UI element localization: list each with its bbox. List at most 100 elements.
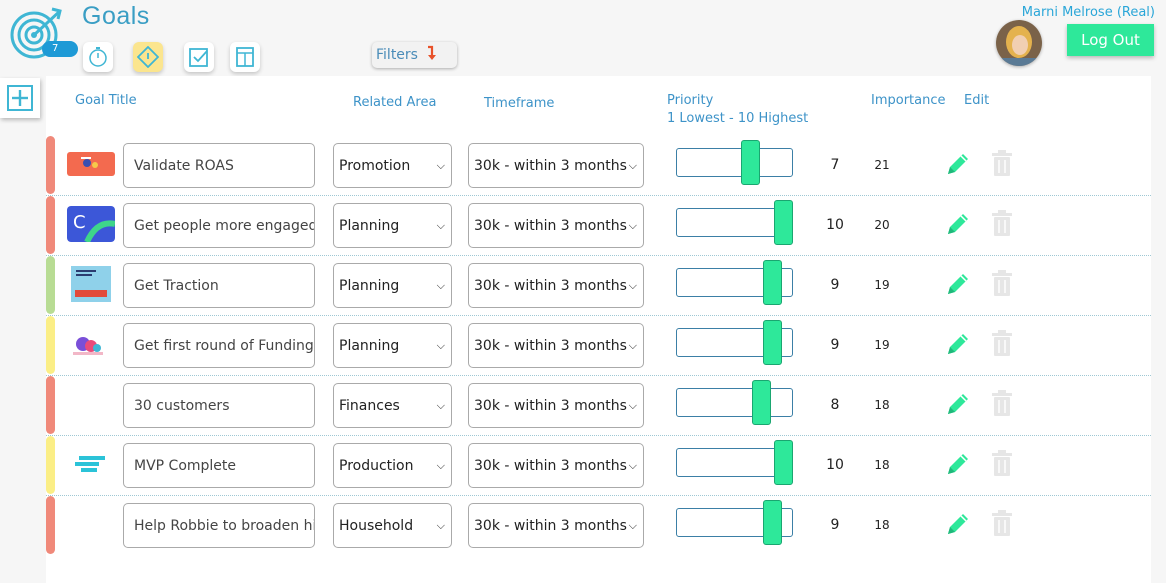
edit-goal-button[interactable] bbox=[944, 510, 972, 538]
timeframe-value: 30k - within 3 months bbox=[474, 457, 627, 474]
priority-slider[interactable] bbox=[676, 380, 793, 425]
priority-slider[interactable] bbox=[676, 440, 793, 485]
priority-slider[interactable] bbox=[676, 200, 793, 245]
delete-goal-button[interactable] bbox=[990, 269, 1014, 297]
priority-slider-handle[interactable] bbox=[741, 140, 760, 185]
importance-value: 20 bbox=[874, 218, 890, 232]
timeframe-value: 30k - within 3 months bbox=[474, 517, 627, 534]
goal-count-badge: 7 bbox=[42, 41, 78, 57]
category-color-bar bbox=[46, 256, 55, 314]
timeframe-select[interactable]: 30k - within 3 months ⌵ bbox=[468, 143, 644, 188]
chevron-down-icon: ⌵ bbox=[628, 398, 637, 412]
related-area-value: Planning bbox=[339, 217, 400, 234]
funding-image bbox=[67, 326, 115, 362]
goal-title-input[interactable]: Get people more engaged bbox=[123, 203, 315, 248]
priority-slider[interactable] bbox=[676, 500, 793, 545]
priority-slider[interactable] bbox=[676, 140, 793, 185]
edit-goal-button[interactable] bbox=[944, 450, 972, 478]
priority-slider-handle[interactable] bbox=[763, 260, 782, 305]
delete-goal-button[interactable] bbox=[990, 329, 1014, 357]
promo-image bbox=[67, 146, 115, 182]
toolbar-timer-button[interactable] bbox=[83, 42, 113, 72]
priority-slider-handle[interactable] bbox=[752, 380, 771, 425]
delete-goal-button[interactable] bbox=[990, 509, 1014, 537]
importance-value: 21 bbox=[874, 158, 890, 172]
goal-title-value: Get people more engaged bbox=[134, 217, 315, 234]
edit-goal-button[interactable] bbox=[944, 390, 972, 418]
add-goal-button[interactable] bbox=[0, 78, 40, 118]
delete-goal-button[interactable] bbox=[990, 449, 1014, 477]
goal-title-input[interactable]: 30 customers bbox=[123, 383, 315, 428]
priority-value: 9 bbox=[830, 337, 840, 353]
filters-button[interactable]: Filters bbox=[372, 42, 457, 68]
related-area-value: Production bbox=[339, 457, 414, 474]
trash-icon bbox=[992, 510, 1012, 536]
timeframe-select[interactable]: 30k - within 3 months ⌵ bbox=[468, 443, 644, 488]
traction-book-image bbox=[67, 266, 115, 302]
column-priority-hint: 1 Lowest - 10 Highest bbox=[667, 111, 809, 126]
toolbar-notes-button[interactable] bbox=[230, 42, 260, 72]
goal-title-input[interactable]: Validate ROAS bbox=[123, 143, 315, 188]
pencil-icon bbox=[948, 154, 968, 174]
related-area-select[interactable]: Household ⌵ bbox=[333, 503, 452, 548]
priority-value: 7 bbox=[830, 157, 840, 173]
timeframe-select[interactable]: 30k - within 3 months ⌵ bbox=[468, 263, 644, 308]
priority-slider[interactable] bbox=[676, 320, 793, 365]
timeframe-select[interactable]: 30k - within 3 months ⌵ bbox=[468, 503, 644, 548]
goal-title-input[interactable]: Help Robbie to broaden hi: bbox=[123, 503, 315, 548]
chevron-down-icon: ⌵ bbox=[628, 518, 637, 532]
user-name[interactable]: Marni Melrose (Real) bbox=[1021, 5, 1155, 20]
app-logo bbox=[10, 5, 66, 61]
goal-title-input[interactable]: Get Traction bbox=[123, 263, 315, 308]
pencil-icon bbox=[948, 394, 968, 414]
priority-slider-handle[interactable] bbox=[763, 500, 782, 545]
related-area-select[interactable]: Planning ⌵ bbox=[333, 203, 452, 248]
category-color-bar bbox=[46, 496, 55, 554]
filters-label: Filters bbox=[376, 47, 418, 63]
stopwatch-icon bbox=[89, 47, 107, 67]
avatar[interactable] bbox=[996, 20, 1042, 66]
column-related-area: Related Area bbox=[353, 95, 437, 110]
priority-slider[interactable] bbox=[676, 260, 793, 305]
timeframe-select[interactable]: 30k - within 3 months ⌵ bbox=[468, 203, 644, 248]
goal-thumbnail bbox=[67, 386, 115, 422]
edit-goal-button[interactable] bbox=[944, 150, 972, 178]
trash-icon bbox=[992, 270, 1012, 296]
page-title: Goals bbox=[82, 2, 150, 30]
delete-goal-button[interactable] bbox=[990, 209, 1014, 237]
goal-title-input[interactable]: MVP Complete bbox=[123, 443, 315, 488]
chevron-down-icon: ⌵ bbox=[436, 338, 445, 352]
goal-row: C Get people more engaged Planning ⌵ 30k… bbox=[46, 196, 1151, 256]
delete-goal-button[interactable] bbox=[990, 149, 1014, 177]
goal-row: MVP Complete Production ⌵ 30k - within 3… bbox=[46, 436, 1151, 496]
priority-slider-handle[interactable] bbox=[763, 320, 782, 365]
timeframe-select[interactable]: 30k - within 3 months ⌵ bbox=[468, 383, 644, 428]
timeframe-value: 30k - within 3 months bbox=[474, 277, 627, 294]
column-priority: Priority bbox=[667, 93, 714, 108]
delete-goal-button[interactable] bbox=[990, 389, 1014, 417]
svg-text:C: C bbox=[73, 212, 86, 233]
priority-slider-handle[interactable] bbox=[774, 200, 793, 245]
goal-title-input[interactable]: Get first round of Funding bbox=[123, 323, 315, 368]
trash-icon bbox=[992, 210, 1012, 236]
edit-goal-button[interactable] bbox=[944, 210, 972, 238]
timeframe-select[interactable]: 30k - within 3 months ⌵ bbox=[468, 323, 644, 368]
related-area-select[interactable]: Planning ⌵ bbox=[333, 323, 452, 368]
toolbar-goals-button[interactable] bbox=[133, 42, 163, 72]
related-area-select[interactable]: Planning ⌵ bbox=[333, 263, 452, 308]
priority-value: 10 bbox=[826, 457, 844, 473]
related-area-select[interactable]: Production ⌵ bbox=[333, 443, 452, 488]
chevron-down-icon: ⌵ bbox=[436, 518, 445, 532]
importance-value: 18 bbox=[874, 458, 890, 472]
related-area-select[interactable]: Finances ⌵ bbox=[333, 383, 452, 428]
chevron-down-icon: ⌵ bbox=[436, 278, 445, 292]
related-area-select[interactable]: Promotion ⌵ bbox=[333, 143, 452, 188]
edit-goal-button[interactable] bbox=[944, 270, 972, 298]
chevron-down-icon: ⌵ bbox=[628, 158, 637, 172]
priority-value: 10 bbox=[826, 217, 844, 233]
category-color-bar bbox=[46, 196, 55, 254]
priority-slider-handle[interactable] bbox=[774, 440, 793, 485]
logout-button[interactable]: Log Out bbox=[1067, 24, 1154, 56]
edit-goal-button[interactable] bbox=[944, 330, 972, 358]
toolbar-tasks-button[interactable] bbox=[184, 42, 214, 72]
